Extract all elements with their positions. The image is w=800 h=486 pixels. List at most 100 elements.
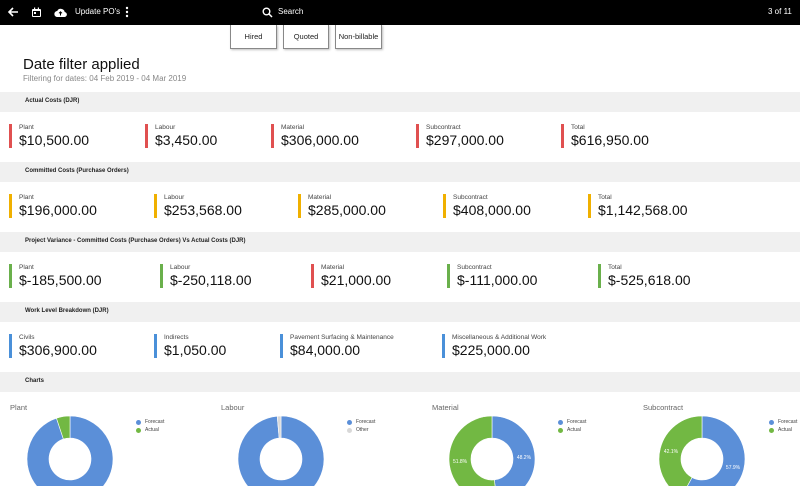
pie-slice-forecast[interactable] [491, 416, 536, 486]
metric-bar [271, 124, 274, 148]
metric-label: Indirects [164, 334, 189, 341]
metric-bar [9, 194, 12, 218]
chart-title-material: Material [432, 403, 459, 412]
metric-label: Labour [170, 264, 191, 271]
update-pos-button[interactable]: Update PO's [75, 7, 121, 16]
pie-slice-actual[interactable] [448, 416, 497, 486]
metric-bar [280, 334, 283, 358]
metric-label: Subcontract [453, 194, 488, 201]
legend-item[interactable]: Actual [558, 426, 586, 434]
metric-bar [311, 264, 314, 288]
donut-chart-material: 48.2% 51.8% [448, 416, 536, 486]
donut-chart-plant [26, 416, 114, 486]
section-header-work-level: Work Level Breakdown (DJR) [0, 302, 800, 322]
metric-bar [9, 334, 12, 358]
metric-label: Total [598, 194, 612, 201]
metric-value: $285,000.00 [308, 202, 386, 218]
legend-swatch [136, 419, 141, 425]
metric-value: $616,950.00 [571, 132, 649, 148]
metric-label: Total [608, 264, 622, 271]
metric-bar [9, 124, 12, 148]
pie-slice-forecast[interactable] [682, 416, 746, 486]
legend-swatch [136, 427, 141, 433]
section-title: Actual Costs (DJR) [25, 98, 80, 104]
search-button[interactable]: Search [278, 7, 304, 16]
metric-value: $196,000.00 [19, 202, 97, 218]
legend-item[interactable]: Actual [136, 426, 164, 434]
metric-bar [588, 194, 591, 218]
metric-value: $297,000.00 [426, 132, 504, 148]
section-header-variance: Project Variance - Committed Costs (Purc… [0, 232, 800, 252]
metric-bar [442, 334, 445, 358]
pie-slice-actual[interactable] [658, 416, 703, 486]
donut-chart-labour [237, 416, 325, 486]
pie-slice-forecast[interactable] [237, 416, 325, 486]
back-arrow-icon[interactable] [5, 4, 21, 20]
metric-value: $306,000.00 [281, 132, 359, 148]
legend-swatch [558, 427, 563, 433]
legend-swatch [769, 419, 774, 425]
metric-value: $3,450.00 [155, 132, 218, 148]
metric-bar [447, 264, 450, 288]
metric-value: $-185,500.00 [19, 272, 102, 288]
metric-label: Total [571, 124, 585, 131]
metric-bar [298, 194, 301, 218]
legend-item[interactable]: Forecast [558, 418, 586, 426]
slice-data-label: 48.2% [517, 455, 532, 461]
metric-label: Labour [155, 124, 176, 131]
section-header-committed: Committed Costs (Purchase Orders) [0, 162, 800, 182]
chip-quoted[interactable]: Quoted [283, 25, 329, 49]
legend-item[interactable]: Forecast [769, 418, 797, 426]
calendar-icon[interactable] [28, 4, 44, 20]
metric-label: Material [281, 124, 305, 131]
legend-subcontract: Forecast Actual [769, 418, 797, 434]
metric-label: Civils [19, 334, 35, 341]
metric-value: $225,000.00 [452, 342, 530, 358]
metric-value: $10,500.00 [19, 132, 90, 148]
legend-swatch [347, 427, 352, 433]
section-title: Charts [25, 378, 45, 384]
pie-slice-actual[interactable] [56, 416, 71, 440]
chart-title-plant: Plant [10, 403, 28, 412]
date-filter-text: Filtering for dates: 04 Feb 2019 - 04 Ma… [23, 74, 187, 83]
pie-slice-other[interactable] [276, 416, 282, 439]
legend-swatch [769, 427, 774, 433]
legend-label: Other [356, 427, 369, 433]
metric-value: $306,900.00 [19, 342, 97, 358]
legend-item[interactable]: Forecast [347, 418, 375, 426]
slice-data-label: 42.1% [664, 449, 679, 455]
section-header-charts: Charts [0, 372, 800, 392]
legend-label: Forecast [567, 419, 587, 425]
metric-value: $84,000.00 [290, 342, 361, 358]
metric-label: Subcontract [426, 124, 461, 131]
legend-label: Actual [567, 427, 581, 433]
metric-value: $1,050.00 [164, 342, 227, 358]
section-title: Work Level Breakdown (DJR) [25, 308, 109, 314]
metric-label: Pavement Surfacing & Maintenance [290, 334, 394, 341]
more-vert-icon[interactable] [119, 4, 135, 20]
chip-non-billable[interactable]: Non-billable [335, 25, 382, 49]
metric-label: Plant [19, 124, 34, 131]
legend-item[interactable]: Forecast [136, 418, 164, 426]
cloud-upload-icon[interactable] [52, 4, 68, 20]
metric-bar [598, 264, 601, 288]
page-counter: 3 of 11 [768, 7, 792, 16]
legend-item[interactable]: Other [347, 426, 375, 434]
section-header-actual: Actual Costs (DJR) [0, 92, 800, 112]
metric-value: $-111,000.00 [457, 272, 538, 288]
metric-label: Plant [19, 194, 34, 201]
metric-label: Labour [164, 194, 185, 201]
metric-value: $408,000.00 [453, 202, 531, 218]
metric-bar [145, 124, 148, 148]
search-icon[interactable] [259, 4, 275, 20]
pie-slice-forecast[interactable] [26, 416, 114, 486]
section-title: Project Variance - Committed Costs (Purc… [25, 238, 246, 244]
metric-value: $-525,618.00 [608, 272, 691, 288]
chart-title-subcontract: Subcontract [643, 403, 684, 412]
chip-hired[interactable]: Hired [230, 25, 277, 49]
legend-label: Forecast [145, 419, 165, 425]
legend-labour: Forecast Other [347, 418, 375, 434]
slice-data-label: 57.9% [726, 465, 741, 471]
section-title: Committed Costs (Purchase Orders) [25, 168, 129, 174]
legend-item[interactable]: Actual [769, 426, 797, 434]
